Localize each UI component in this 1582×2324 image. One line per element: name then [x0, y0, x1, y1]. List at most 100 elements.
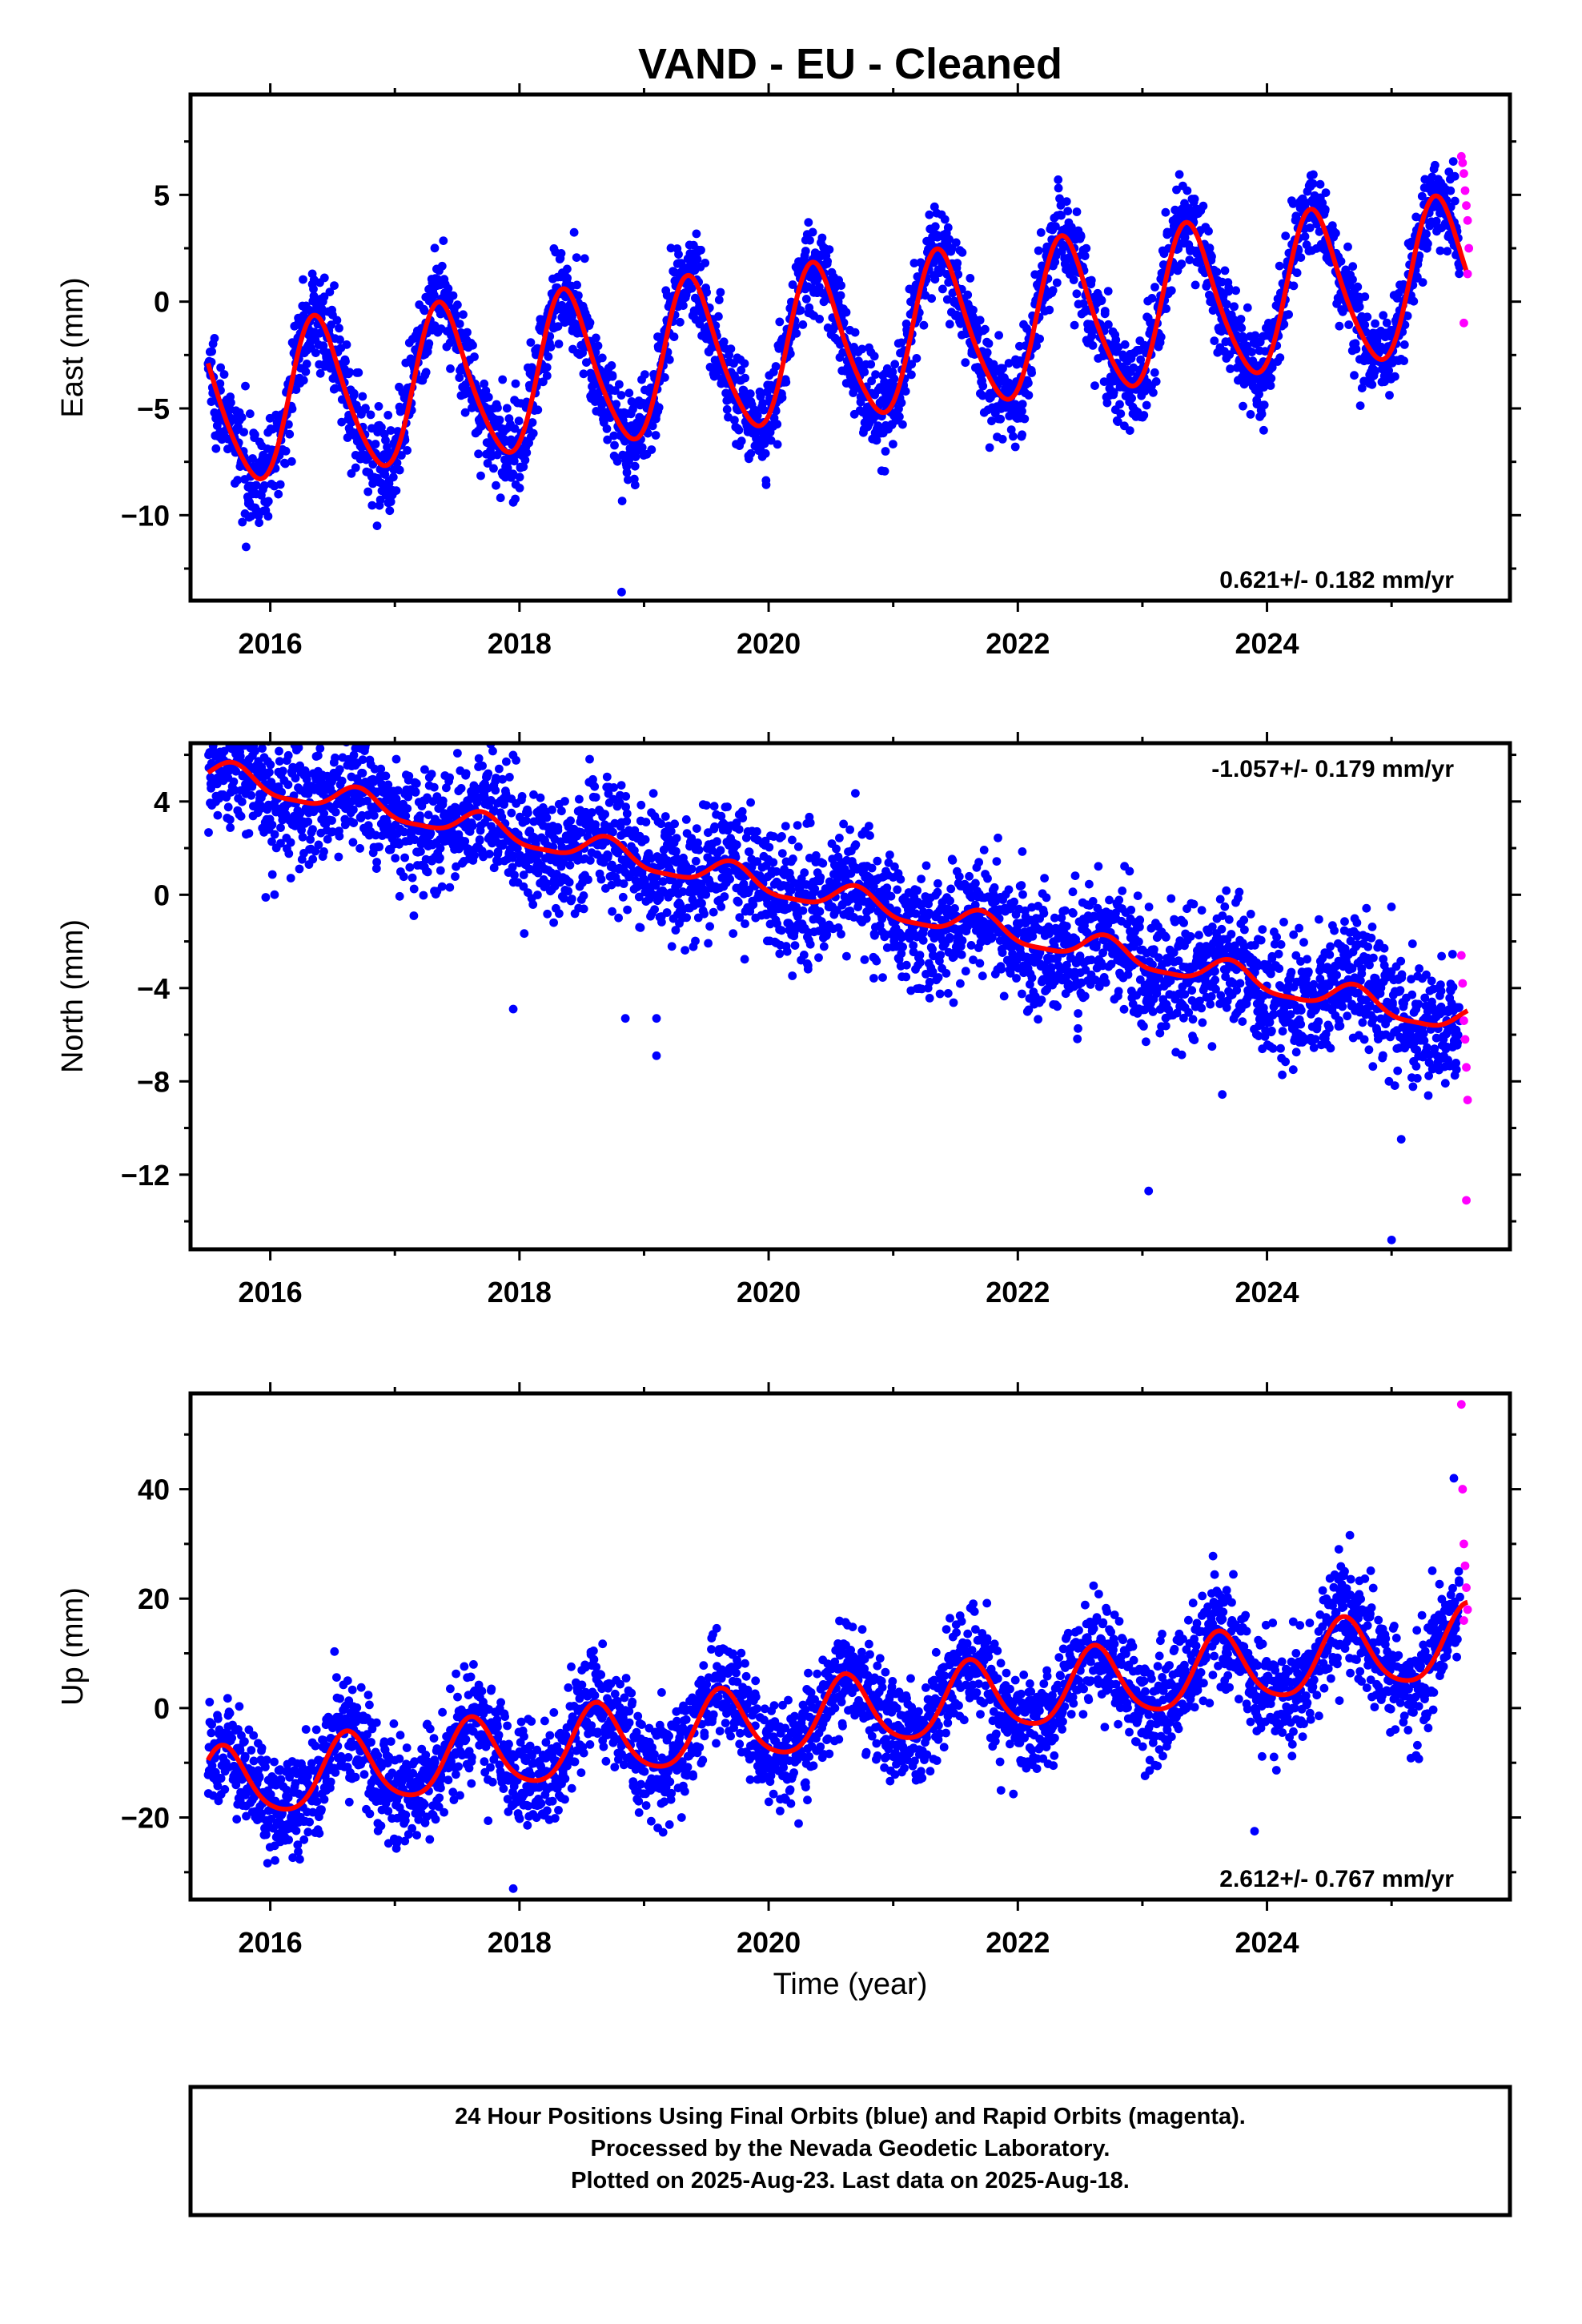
final-orbit-point — [873, 856, 882, 866]
final-orbit-point — [793, 821, 802, 830]
final-orbit-point — [702, 287, 711, 297]
final-orbit-point — [499, 839, 508, 848]
final-orbit-point — [851, 840, 861, 850]
final-orbit-point — [1281, 231, 1291, 240]
final-orbit-point — [588, 774, 597, 784]
final-orbit-point — [237, 797, 247, 806]
final-orbit-point — [335, 831, 344, 841]
final-orbit-point — [326, 364, 335, 373]
final-orbit-point — [567, 895, 576, 903]
final-orbit-point — [773, 420, 782, 429]
final-orbit-point — [612, 456, 622, 466]
final-orbit-point — [811, 850, 821, 860]
final-orbit-point — [799, 951, 809, 959]
final-orbit-point — [420, 306, 429, 316]
final-orbit-point — [372, 858, 381, 866]
final-orbit-point — [508, 497, 518, 507]
final-orbit-point — [1182, 186, 1192, 195]
final-orbit-point — [445, 883, 455, 892]
final-orbit-point — [495, 764, 504, 774]
final-orbit-point — [1224, 283, 1234, 292]
final-orbit-point — [330, 281, 339, 290]
final-orbit-point — [792, 328, 801, 338]
final-orbit-point — [1360, 320, 1370, 330]
final-orbit-point — [740, 955, 749, 964]
final-orbit-point — [590, 782, 600, 791]
final-orbit-point — [845, 907, 855, 915]
final-orbit-point — [410, 835, 420, 845]
final-orbit-point — [895, 412, 904, 421]
final-orbit-point — [276, 838, 285, 848]
final-orbit-point — [978, 391, 987, 400]
final-orbit-point — [393, 786, 403, 795]
final-orbit-point — [302, 774, 311, 784]
final-orbit-point — [907, 370, 916, 380]
final-orbit-point — [984, 339, 994, 348]
final-orbit-point — [1284, 310, 1293, 320]
final-orbit-point — [437, 882, 447, 891]
final-orbit-point — [251, 480, 261, 490]
final-orbit-point — [520, 929, 529, 939]
final-orbit-point — [371, 830, 380, 840]
final-orbit-point — [729, 929, 738, 939]
x-tick-label: 2018 — [488, 627, 552, 660]
final-orbit-point — [1431, 216, 1441, 226]
y-tick-label: −5 — [137, 392, 170, 425]
final-orbit-point — [247, 512, 255, 521]
final-orbit-point — [255, 518, 263, 528]
final-orbit-point — [334, 852, 343, 862]
final-orbit-point — [651, 879, 661, 889]
final-orbit-point — [1450, 196, 1460, 206]
final-orbit-point — [1279, 320, 1289, 329]
final-orbit-point — [1045, 305, 1054, 315]
final-orbit-point — [867, 376, 876, 386]
final-orbit-point — [800, 868, 809, 878]
final-orbit-point — [315, 744, 325, 753]
final-orbit-point — [866, 903, 876, 912]
final-orbit-point — [1087, 331, 1097, 340]
final-orbit-point — [1231, 286, 1240, 296]
final-orbit-point — [1348, 275, 1357, 284]
final-orbit-point — [1104, 320, 1113, 329]
final-orbit-point — [409, 884, 419, 894]
final-orbit-point — [1220, 266, 1230, 275]
final-orbit-point — [286, 838, 295, 847]
final-orbit-point — [1435, 246, 1445, 255]
final-orbit-point — [865, 831, 874, 840]
final-orbit-point — [258, 744, 267, 753]
final-orbit-point — [1147, 294, 1157, 303]
final-orbit-point — [1024, 391, 1034, 400]
final-orbit-point — [651, 431, 661, 440]
final-orbit-point — [529, 790, 538, 799]
final-orbit-point — [1048, 286, 1058, 295]
final-orbit-point — [1036, 228, 1046, 237]
y-tick-label: 0 — [154, 286, 170, 319]
final-orbit-point — [475, 836, 484, 845]
final-orbit-point — [761, 448, 770, 458]
final-orbit-point — [672, 846, 681, 856]
final-orbit-point — [647, 445, 656, 454]
final-orbit-point — [1403, 312, 1412, 320]
final-orbit-point — [1357, 384, 1367, 392]
final-orbit-point — [283, 780, 293, 790]
final-orbit-point — [574, 291, 583, 300]
final-orbit-point — [528, 418, 537, 427]
final-orbit-point — [1338, 307, 1347, 316]
final-orbit-point — [496, 493, 505, 503]
final-orbit-point — [486, 796, 496, 805]
final-orbit-point — [542, 363, 552, 372]
final-orbit-point — [657, 918, 666, 927]
final-orbit-point — [636, 800, 646, 810]
rate-label: 0.621+/- 0.182 mm/yr — [1219, 567, 1454, 593]
final-orbit-point — [563, 264, 572, 274]
final-orbit-point — [798, 320, 808, 329]
final-orbit-point — [1199, 201, 1208, 211]
final-orbit-point — [841, 308, 851, 317]
final-orbit-point — [756, 392, 765, 401]
final-orbit-point — [1275, 261, 1284, 271]
final-orbit-point — [424, 810, 433, 819]
final-orbit-point — [369, 810, 379, 820]
final-orbit-point — [244, 829, 254, 838]
final-orbit-point — [453, 749, 462, 758]
final-orbit-point — [453, 300, 462, 310]
